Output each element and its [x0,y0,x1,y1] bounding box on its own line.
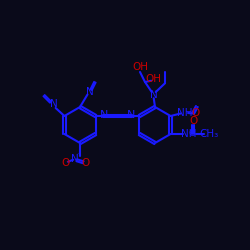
Text: N: N [100,110,108,120]
Text: NH: NH [176,108,192,118]
Text: OH: OH [132,62,148,72]
Text: O: O [192,108,200,118]
Text: O: O [81,158,89,168]
Text: N: N [50,99,58,109]
Text: C: C [189,129,195,138]
Text: NH: NH [181,129,196,139]
Text: N: N [126,110,135,120]
Text: ⁺: ⁺ [76,151,81,160]
Text: ⁻: ⁻ [66,159,71,168]
Text: O: O [61,158,69,168]
Text: N: N [150,90,158,100]
Text: N: N [71,154,79,164]
Text: O: O [189,116,197,126]
Text: OH: OH [146,74,162,85]
Text: CH₃: CH₃ [199,129,218,139]
Text: N: N [86,87,94,97]
